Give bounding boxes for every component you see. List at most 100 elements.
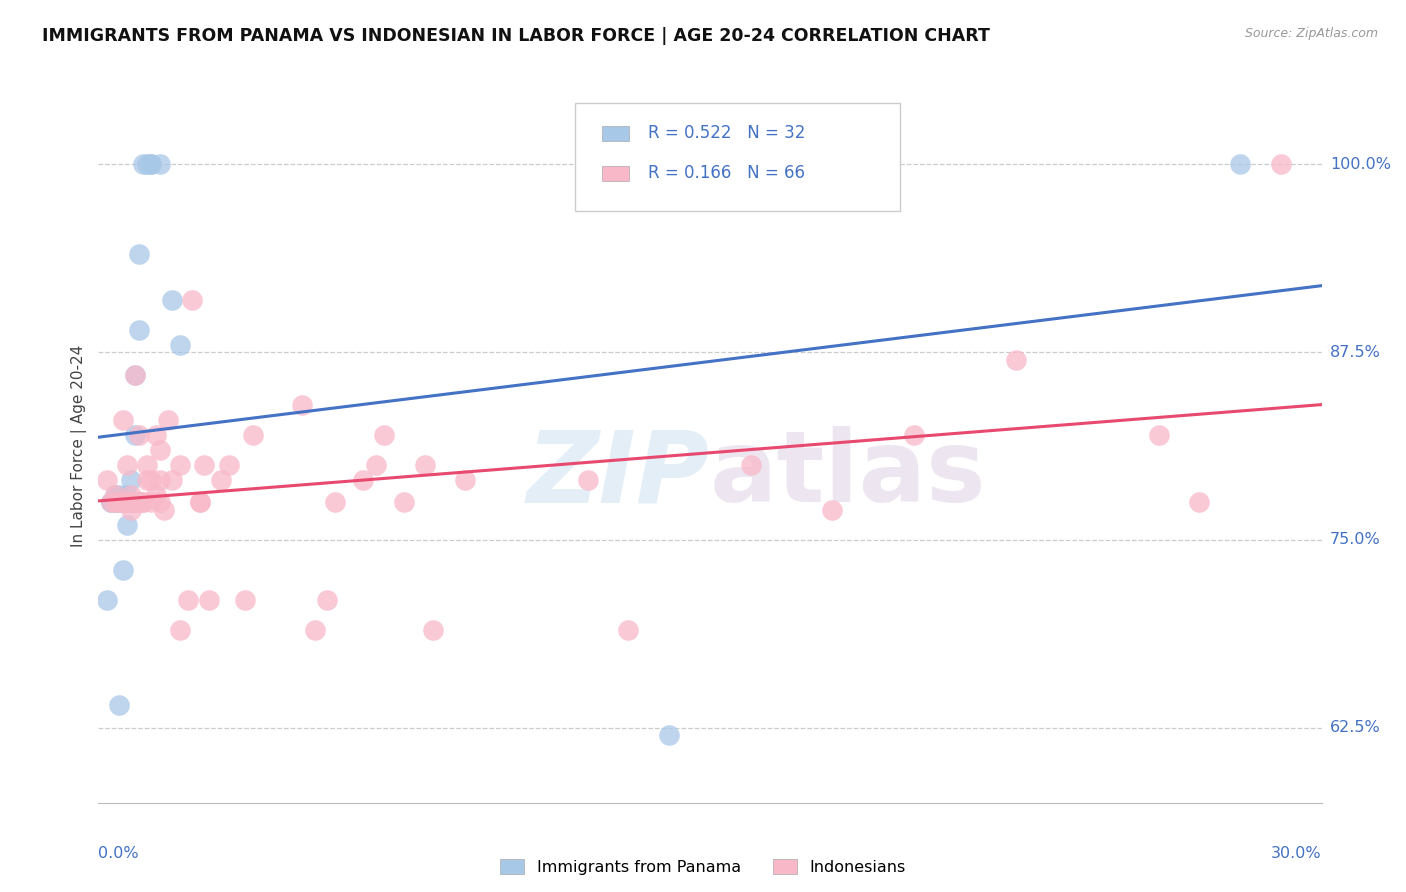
Text: 87.5%: 87.5% — [1330, 344, 1381, 359]
Point — [124, 495, 146, 509]
FancyBboxPatch shape — [602, 166, 630, 181]
Point — [576, 473, 599, 487]
Point — [115, 517, 138, 532]
Point — [197, 593, 219, 607]
Point — [315, 593, 337, 607]
Point — [160, 473, 183, 487]
Point — [145, 427, 167, 442]
Y-axis label: In Labor Force | Age 20-24: In Labor Force | Age 20-24 — [72, 345, 87, 547]
Point — [104, 488, 127, 502]
Point — [124, 495, 146, 509]
Point — [132, 157, 155, 171]
Point — [141, 157, 163, 171]
Text: 75.0%: 75.0% — [1330, 533, 1381, 548]
Text: IMMIGRANTS FROM PANAMA VS INDONESIAN IN LABOR FORCE | AGE 20-24 CORRELATION CHAR: IMMIGRANTS FROM PANAMA VS INDONESIAN IN … — [42, 27, 990, 45]
Text: 0.0%: 0.0% — [98, 846, 139, 861]
Point — [1147, 427, 1170, 442]
Point — [136, 458, 159, 472]
Point — [145, 488, 167, 502]
Point — [124, 495, 146, 509]
Point — [141, 473, 163, 487]
Text: 100.0%: 100.0% — [1330, 157, 1391, 172]
Point — [108, 495, 131, 509]
Point — [124, 368, 146, 382]
Point — [141, 157, 163, 171]
Point — [120, 495, 142, 509]
Point — [120, 473, 142, 487]
Point — [104, 488, 127, 502]
Point — [373, 427, 395, 442]
Text: R = 0.166   N = 66: R = 0.166 N = 66 — [648, 164, 804, 182]
Point — [903, 427, 925, 442]
Point — [160, 293, 183, 307]
Point — [821, 503, 844, 517]
Point — [115, 488, 138, 502]
Legend: Immigrants from Panama, Indonesians: Immigrants from Panama, Indonesians — [501, 860, 905, 875]
Point — [1004, 352, 1026, 367]
Text: atlas: atlas — [710, 426, 987, 523]
Point — [136, 157, 159, 171]
Point — [181, 293, 204, 307]
Point — [188, 495, 212, 509]
Point — [120, 488, 142, 502]
Point — [242, 427, 264, 442]
Point — [104, 495, 127, 509]
Point — [291, 398, 314, 412]
Text: Source: ZipAtlas.com: Source: ZipAtlas.com — [1244, 27, 1378, 40]
Point — [177, 593, 200, 607]
Point — [323, 495, 346, 509]
Point — [108, 488, 131, 502]
Point — [124, 427, 146, 442]
Point — [132, 495, 155, 509]
Point — [169, 337, 191, 351]
Point — [96, 593, 118, 607]
Text: 62.5%: 62.5% — [1330, 720, 1381, 735]
FancyBboxPatch shape — [602, 126, 630, 141]
Text: 30.0%: 30.0% — [1271, 846, 1322, 861]
Point — [193, 458, 215, 472]
Point — [108, 698, 131, 713]
Point — [128, 495, 150, 509]
Point — [128, 322, 150, 336]
Point — [1229, 157, 1251, 171]
Point — [141, 495, 163, 509]
Point — [233, 593, 256, 607]
Point — [392, 495, 416, 509]
Point — [149, 157, 172, 171]
Text: ZIP: ZIP — [527, 426, 710, 523]
Point — [156, 413, 179, 427]
Point — [169, 458, 191, 472]
Point — [304, 623, 326, 637]
Point — [124, 368, 146, 382]
Point — [124, 495, 146, 509]
Point — [413, 458, 436, 472]
Point — [115, 495, 138, 509]
Point — [1188, 495, 1211, 509]
Point — [111, 495, 134, 509]
Point — [115, 495, 138, 509]
Point — [422, 623, 444, 637]
Point — [120, 495, 142, 509]
Point — [617, 623, 640, 637]
FancyBboxPatch shape — [575, 103, 900, 211]
Point — [108, 495, 131, 509]
Point — [128, 495, 150, 509]
Point — [128, 495, 150, 509]
Point — [364, 458, 387, 472]
Point — [108, 495, 131, 509]
Point — [152, 503, 174, 517]
Point — [111, 563, 134, 577]
Point — [96, 473, 118, 487]
Point — [100, 495, 122, 509]
Point — [128, 247, 150, 261]
Point — [100, 495, 122, 509]
Point — [111, 413, 134, 427]
Point — [658, 728, 681, 742]
Point — [218, 458, 240, 472]
Point — [115, 458, 138, 472]
Point — [104, 495, 127, 509]
Point — [149, 442, 172, 457]
Point — [352, 473, 374, 487]
Point — [120, 495, 142, 509]
Point — [169, 623, 191, 637]
